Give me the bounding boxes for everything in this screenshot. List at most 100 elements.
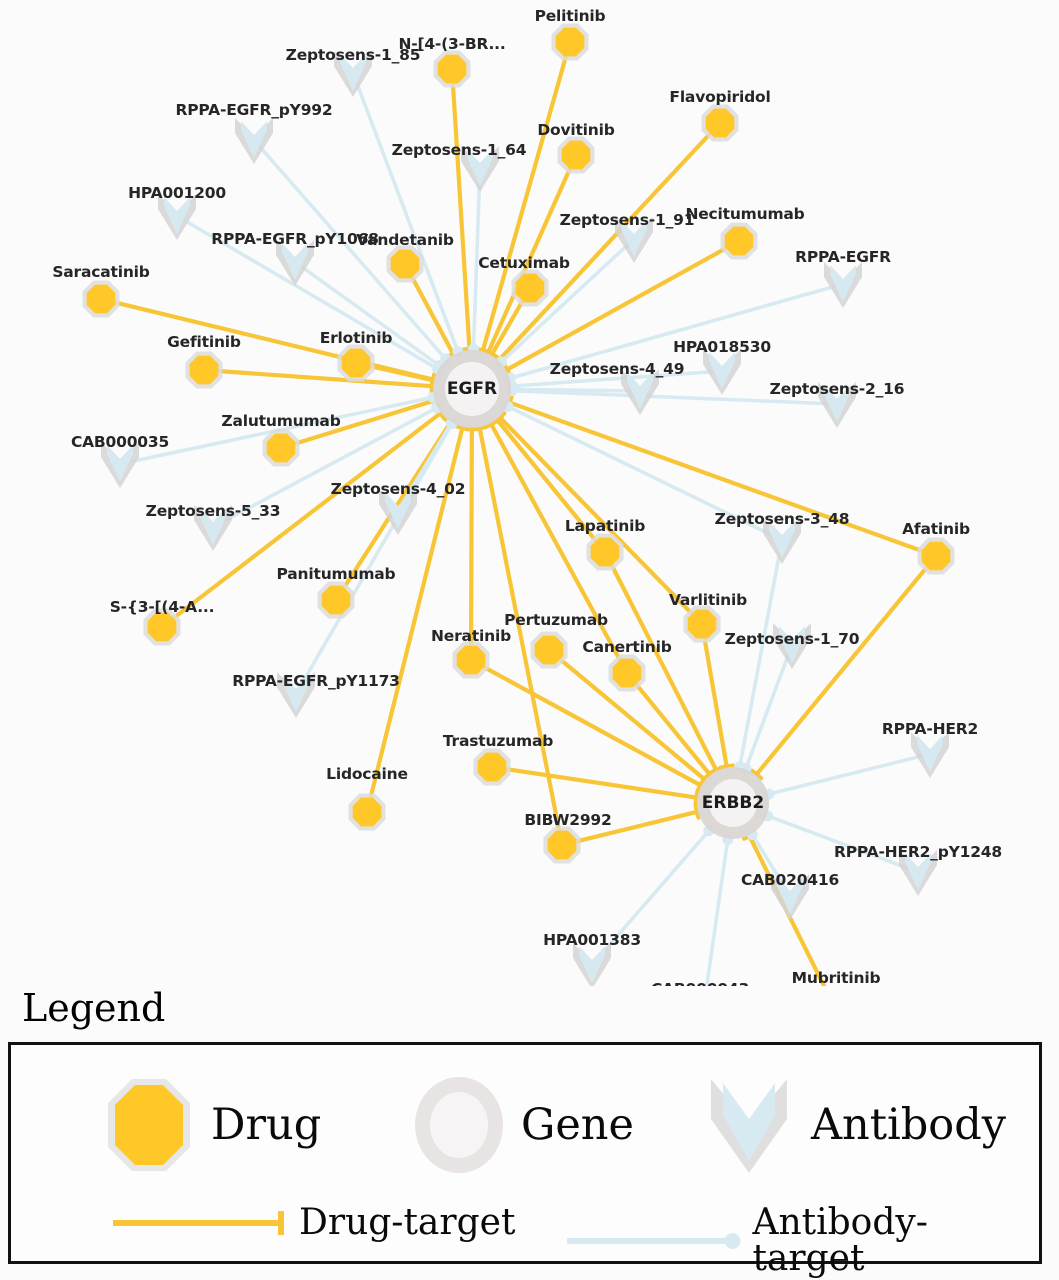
antibody-label-rppa-her2-py1248: RPPA-HER2_pY1248 [834, 843, 1002, 861]
antibody-node[interactable] [769, 521, 795, 558]
antibody-label-zeptosens-1-70: Zeptosens-1_70 [724, 630, 860, 648]
drug-target-edge [504, 238, 742, 372]
antibody-node[interactable] [579, 946, 605, 983]
drug-edge-terminator [484, 349, 500, 360]
drug-label-bibw2992: BIBW2992 [524, 811, 612, 829]
drug-node[interactable] [724, 226, 754, 256]
antibody-node[interactable] [200, 508, 226, 545]
drug-edge-terminator [693, 803, 701, 820]
drug-label-neratinib: Neratinib [431, 627, 511, 645]
antibody-label-zeptosens-1-85: Zeptosens-1_85 [285, 46, 421, 64]
drug-label-s-3-4-a-: S-{3-[(4-A... [109, 598, 215, 616]
drug-label-panitumumab: Panitumumab [276, 565, 396, 583]
antibody-node[interactable] [107, 445, 133, 482]
antibody-node[interactable] [905, 853, 931, 890]
gene-ring-icon [415, 1077, 503, 1173]
antibody-node[interactable] [621, 220, 647, 257]
antibody-node[interactable] [777, 877, 803, 914]
antibody-node[interactable] [779, 626, 805, 663]
drug-edge-terminator [429, 372, 437, 389]
drug-node[interactable] [456, 645, 486, 675]
antibody-label-hpa018530: HPA018530 [673, 338, 771, 356]
legend-label-drug-target: Drug-target [299, 1202, 516, 1243]
antibody-label-zeptosens-1-64: Zeptosens-1_64 [391, 141, 527, 159]
antibody-label-zeptosens-5-33: Zeptosens-5_33 [145, 502, 281, 520]
drug-target-edge [495, 417, 608, 555]
drug-target-edge [480, 39, 573, 353]
antibody-label-zeptosens-2-16: Zeptosens-2_16 [769, 380, 905, 398]
antibody-label-hpa001383: HPA001383 [543, 931, 641, 949]
antibody-node[interactable] [917, 735, 943, 772]
drug-label-pertuzumab: Pertuzumab [504, 611, 608, 629]
drug-node[interactable] [547, 830, 577, 860]
drug-node[interactable] [555, 27, 585, 57]
drug-node[interactable] [352, 797, 382, 827]
drug-octagon-icon [108, 1079, 190, 1171]
legend-panel: Legend Drug Gene Antibody [0, 986, 1059, 1280]
drug-node[interactable] [477, 752, 507, 782]
drug-node[interactable] [266, 433, 296, 463]
drug-node[interactable] [612, 658, 642, 688]
network-svg [82, 23, 955, 1000]
antibody-node[interactable] [627, 372, 653, 409]
drug-node[interactable] [189, 355, 219, 385]
gene-node-core [445, 362, 499, 416]
antibody-label-zeptosens-4-49: Zeptosens-4_49 [549, 360, 685, 378]
antibody-label-zeptosens-1-91: Zeptosens-1_91 [559, 211, 695, 229]
drug-node[interactable] [86, 284, 116, 314]
drug-target-edge [159, 411, 443, 630]
drug-label-trastuzumab: Trastuzumab [442, 732, 554, 750]
drug-label-n-4-3-br-: N-[4-(3-BR... [398, 35, 506, 53]
legend-item-drug: Drug [101, 1073, 321, 1177]
drug-node[interactable] [705, 108, 735, 138]
legend-label-antibody-target: Antibody-target [752, 1202, 928, 1279]
antibody-target-edge [471, 166, 482, 351]
antibody-target-edge [765, 814, 920, 874]
drug-target-edge [468, 657, 703, 788]
antibody-target-edge [351, 71, 460, 354]
antibody-node[interactable] [467, 149, 493, 186]
drug-target-edge [201, 367, 435, 389]
antibody-node[interactable] [164, 197, 190, 234]
antibody-target-edge [590, 829, 711, 967]
gene-node-core [709, 779, 757, 827]
antibody-target-edge [737, 538, 784, 769]
drug-edge-terminator [718, 763, 735, 770]
antibody-target-edge [744, 643, 794, 771]
drug-node[interactable] [687, 609, 717, 639]
antibody-label-hpa001200: HPA001200 [128, 184, 226, 202]
drug-edge-terminator [483, 419, 499, 430]
gene-label-egfr: EGFR [446, 379, 498, 399]
antibody-node[interactable] [830, 265, 856, 302]
legend-box: Drug Gene Antibody Drug-target [8, 1042, 1042, 1277]
antibody-node[interactable] [282, 243, 308, 280]
drug-edge-terminator [702, 768, 717, 781]
legend-label-drug: Drug [211, 1099, 322, 1150]
drug-label-zalutumumab: Zalutumumab [221, 412, 341, 430]
drug-node[interactable] [561, 140, 591, 170]
drug-node[interactable] [515, 273, 545, 303]
antibody-label-cab000035: CAB000035 [70, 433, 170, 451]
drug-node[interactable] [321, 585, 351, 615]
antibody-node[interactable] [824, 385, 850, 422]
drug-label-pelitinib: Pelitinib [534, 7, 606, 25]
antibody-node[interactable] [709, 352, 735, 389]
antibody-target-edge [293, 260, 442, 368]
drug-node[interactable] [390, 249, 420, 279]
drug-node[interactable] [437, 54, 467, 84]
drug-node[interactable] [341, 348, 371, 378]
drug-label-lapatinib: Lapatinib [564, 517, 646, 535]
antibody-node[interactable] [385, 492, 411, 529]
drug-node[interactable] [921, 541, 951, 571]
antibody-label-cab020416: CAB020416 [740, 871, 840, 889]
drug-node[interactable] [147, 612, 177, 642]
drug-target-edge [449, 66, 472, 352]
antibody-label-rppa-her2: RPPA-HER2 [881, 720, 979, 738]
drug-node[interactable] [534, 635, 564, 665]
drug-node[interactable] [590, 537, 620, 567]
antibody-node[interactable] [283, 675, 309, 712]
drug-label-varlitinib: Varlitinib [668, 591, 748, 609]
antibody-node[interactable] [340, 54, 366, 91]
antibody-node[interactable] [241, 121, 267, 158]
legend-item-gene: Gene [411, 1073, 634, 1177]
